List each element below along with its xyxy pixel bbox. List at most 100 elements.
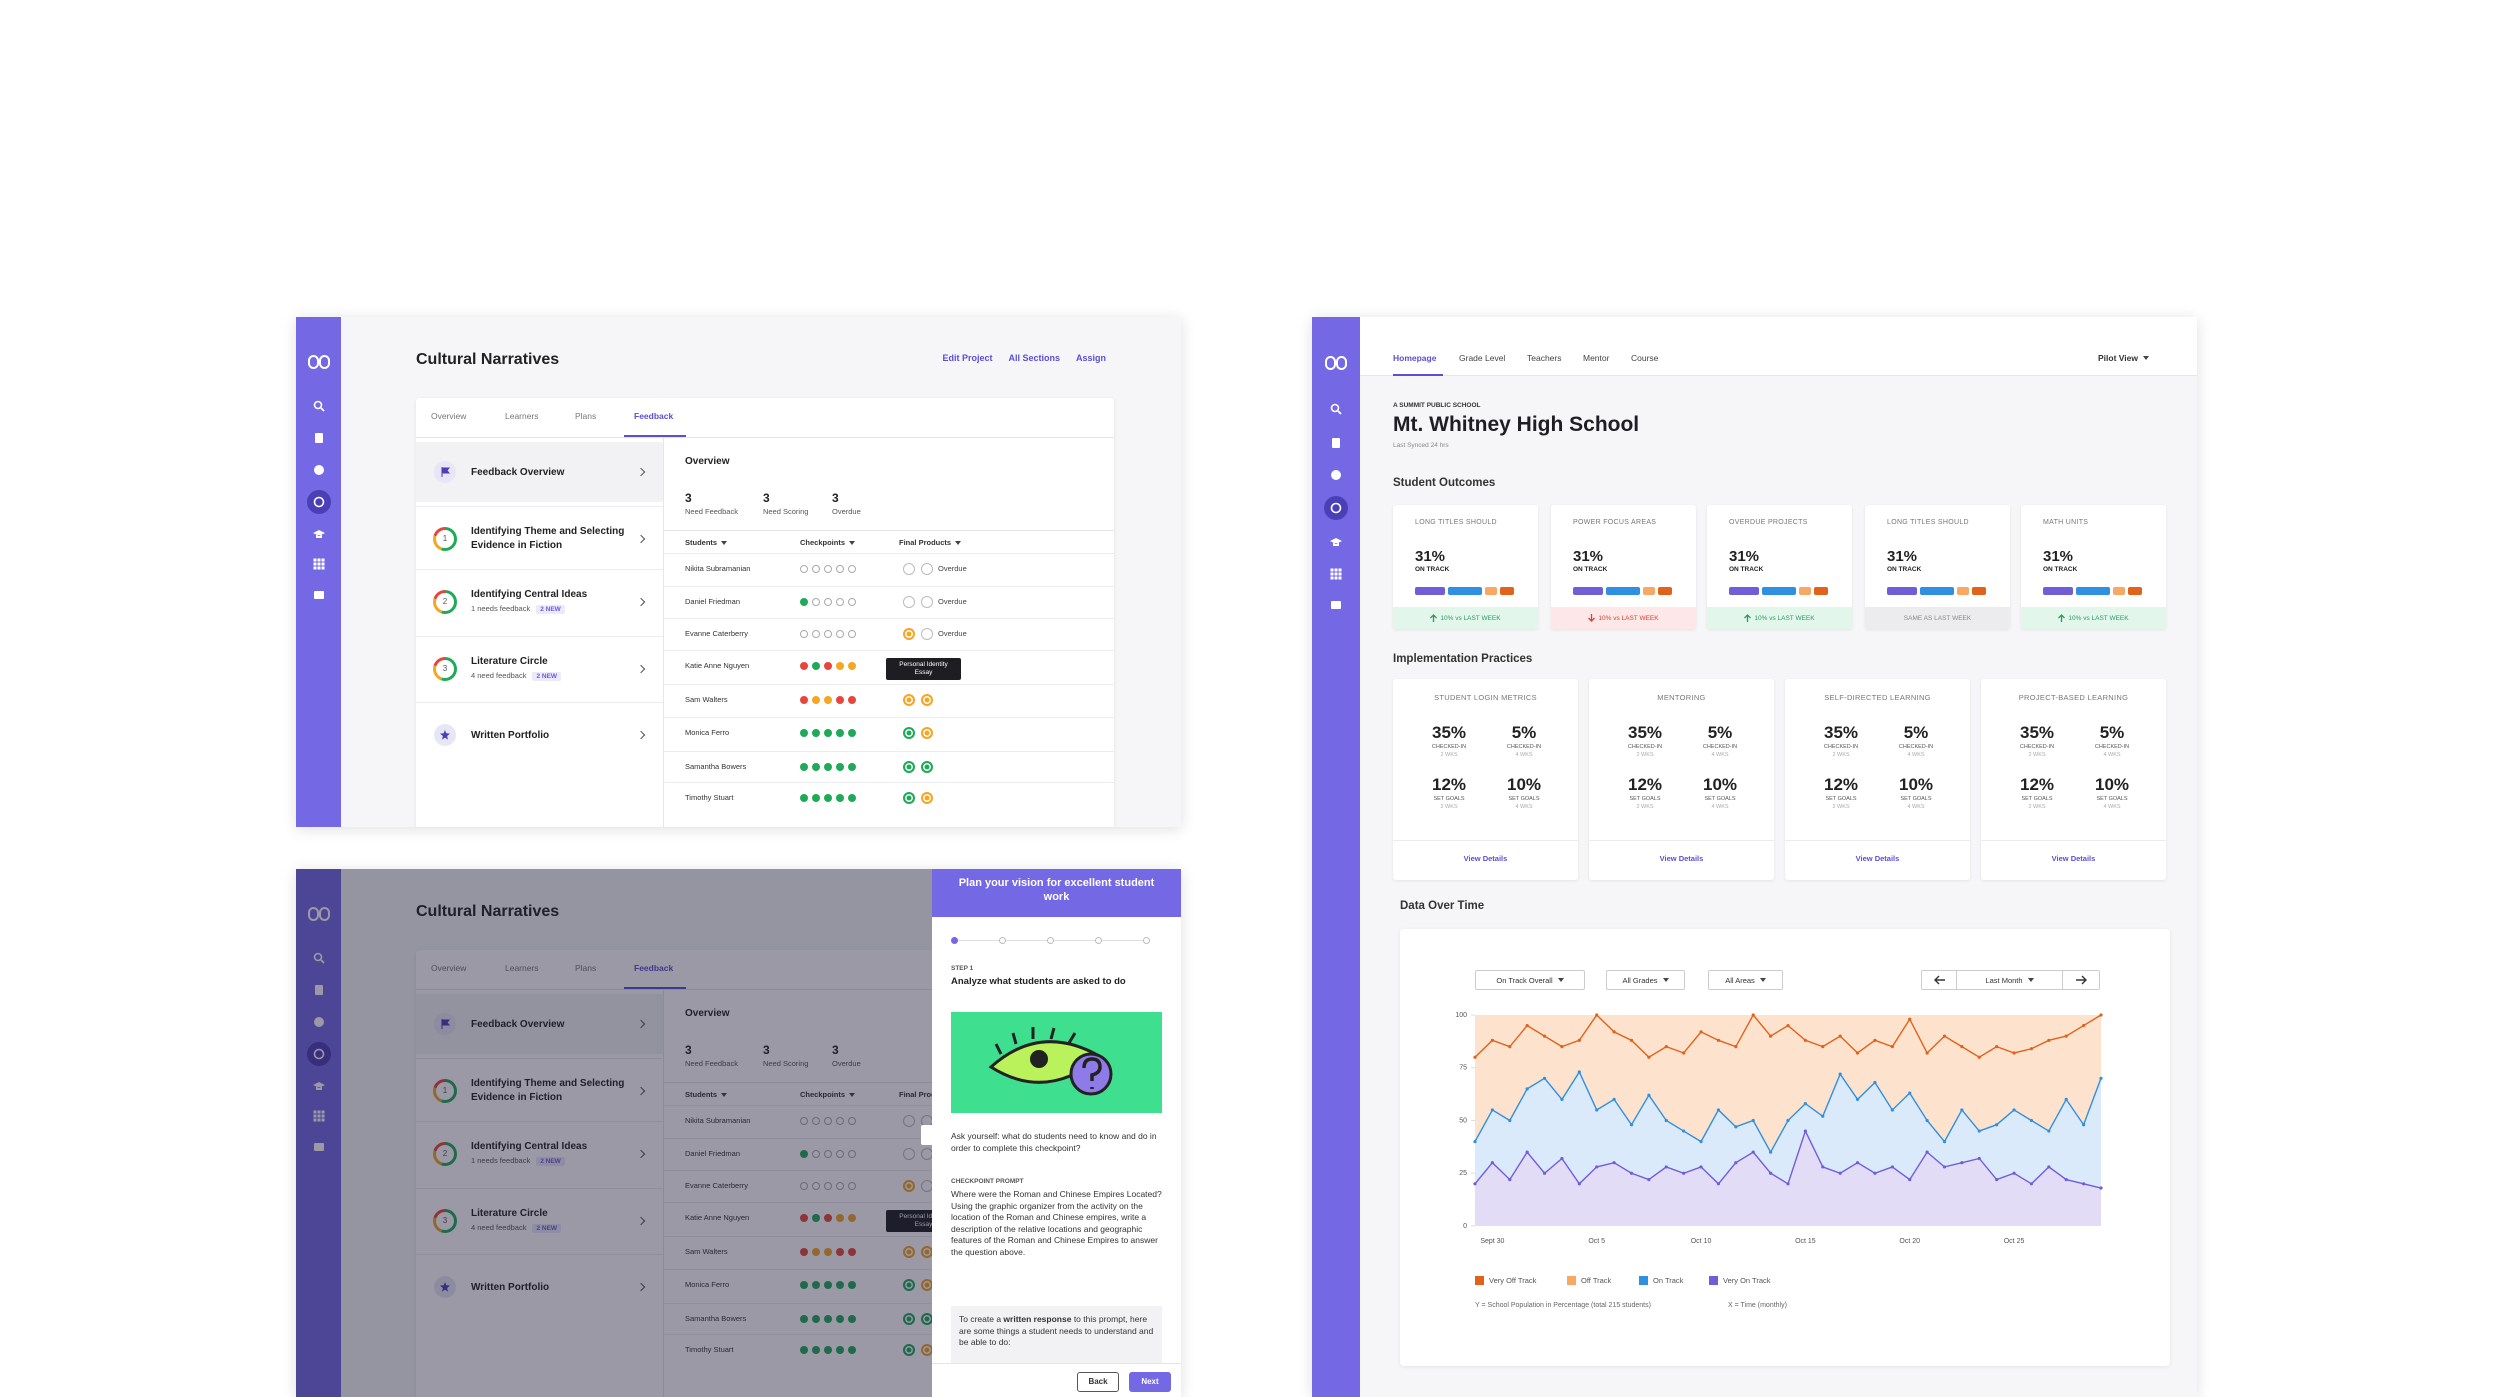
progress-segment	[1972, 587, 1986, 595]
section-title: Implementation Practices	[1393, 653, 1533, 665]
icon-shape	[321, 566, 324, 570]
point	[1838, 1171, 1842, 1175]
checkpoint-dot	[824, 1214, 832, 1222]
outcome-label: ON TRACK	[2043, 566, 2078, 573]
point	[1595, 1165, 1599, 1169]
view-details[interactable]: View Details	[1855, 854, 1900, 863]
tab[interactable]: Feedback	[634, 411, 674, 421]
point	[1542, 1076, 1547, 1080]
tab[interactable]: Feedback	[634, 963, 674, 973]
trend-arrow	[1430, 614, 1438, 622]
metric-value: 10%	[2094, 775, 2130, 794]
filter-label: All Areas	[1725, 975, 1755, 985]
logo	[307, 907, 330, 921]
point	[1716, 1038, 1721, 1042]
stat-value: 3	[763, 491, 770, 505]
view-details[interactable]: View Details	[1659, 854, 1704, 863]
filter-dropdown[interactable]: All Grades	[1606, 970, 1685, 990]
back-button[interactable]: Back	[1077, 1372, 1119, 1392]
action-link[interactable]: All Sections	[1008, 353, 1060, 363]
item-title[interactable]: Written Portfolio	[471, 730, 550, 741]
tab[interactable]: Overview	[431, 411, 467, 421]
chevron	[636, 534, 646, 544]
item-title[interactable]: Feedback Overview	[471, 1019, 565, 1030]
item-title[interactable]: Identifying Central Ideas	[471, 589, 588, 600]
tab[interactable]: Overview	[431, 963, 467, 973]
point	[1629, 1123, 1634, 1127]
outcome-label: ON TRACK	[1887, 566, 1922, 573]
stat-label: Need Scoring	[763, 507, 809, 516]
divider	[1981, 840, 2166, 841]
item-title[interactable]: Feedback Overview	[471, 467, 565, 478]
nav-link[interactable]: Mentor	[1583, 353, 1610, 363]
metric-value: 10%	[1506, 775, 1542, 794]
point	[1855, 1161, 1860, 1165]
action-link[interactable]: Assign	[1075, 353, 1106, 363]
view-details[interactable]: View Details	[2051, 854, 2096, 863]
point	[1925, 1051, 1929, 1055]
step-number: 2	[436, 1145, 454, 1163]
point	[1942, 1034, 1947, 1038]
next-button[interactable]: Next	[1129, 1372, 1171, 1392]
checkpoint-dot	[836, 565, 844, 573]
item-title[interactable]: Written Portfolio	[471, 1282, 550, 1293]
item-title[interactable]: Identifying Theme and Selecting Evidence…	[471, 526, 625, 551]
progress-segment	[1814, 587, 1828, 595]
progress-ring: 3	[433, 657, 457, 681]
range-dropdown[interactable]: Last Month	[1956, 970, 2063, 990]
point	[1734, 1125, 1738, 1129]
tab[interactable]: Learners	[505, 963, 539, 973]
point	[1577, 1182, 1581, 1186]
nav-link[interactable]: Homepage	[1393, 353, 1437, 363]
item-title[interactable]: Identifying Theme and Selecting Evidence…	[471, 1078, 625, 1103]
metric-label: SET GOALS	[1900, 796, 1932, 802]
view-select[interactable]: Pilot View	[2098, 353, 2149, 363]
item-subtitle: 4 need feedback	[471, 1223, 527, 1232]
synced: Last Synced 24 hrs	[1393, 442, 1449, 449]
item-title[interactable]: Literature Circle	[471, 656, 548, 667]
checkpoint-dot	[812, 598, 820, 606]
divider	[664, 751, 1114, 752]
item-title[interactable]: Literature Circle	[471, 1208, 548, 1219]
nav-link[interactable]: Teachers	[1527, 353, 1562, 363]
item-title[interactable]: Identifying Central Ideas	[471, 1141, 588, 1152]
final-product	[903, 792, 915, 804]
point	[2012, 1051, 2016, 1055]
tab[interactable]: Learners	[505, 411, 539, 421]
metric-label: CHECKED-IN	[1898, 744, 1934, 750]
view-details[interactable]: View Details	[1463, 854, 1508, 863]
student-name: Timothy Stuart	[685, 793, 734, 802]
metric-value: 12%	[2019, 775, 2055, 794]
point	[1769, 1150, 1773, 1154]
practice-title: SELF-DIRECTED LEARNING	[1824, 693, 1931, 702]
final-product	[903, 1246, 915, 1258]
point	[1977, 1055, 1981, 1059]
item-text: Identifying Theme and Selecting Evidence…	[471, 525, 631, 553]
progress-ring: 2	[433, 1142, 457, 1166]
project-title: Cultural Narratives	[416, 351, 560, 368]
point	[1769, 1171, 1773, 1175]
filter-dropdown[interactable]: All Areas	[1708, 970, 1783, 990]
point	[1612, 1030, 1616, 1034]
action-link[interactable]: Edit Project	[942, 353, 993, 363]
student-name: Samantha Bowers	[685, 762, 747, 771]
metric-value: 35%	[1627, 723, 1663, 742]
final-product	[921, 628, 933, 640]
item-text: Feedback Overview	[471, 1018, 631, 1032]
sidebar-icon	[1330, 403, 1342, 415]
filter-dropdown[interactable]: On Track Overall	[1475, 970, 1585, 990]
tab[interactable]: Plans	[575, 411, 597, 421]
tab[interactable]: Plans	[575, 963, 597, 973]
nav-link[interactable]: Course	[1631, 353, 1659, 363]
stat-label: Overdue	[832, 1059, 861, 1068]
checkpoint-dot	[848, 763, 856, 771]
sidebar-icon	[313, 1110, 324, 1122]
final-product	[903, 1279, 915, 1291]
point	[1890, 1108, 1894, 1112]
icon-shape	[317, 562, 320, 566]
checkpoint-dot	[812, 1182, 820, 1190]
divider	[416, 506, 663, 507]
checkpoint-dot	[824, 729, 832, 737]
step-dot	[1047, 937, 1054, 944]
nav-link[interactable]: Grade Level	[1459, 353, 1506, 363]
